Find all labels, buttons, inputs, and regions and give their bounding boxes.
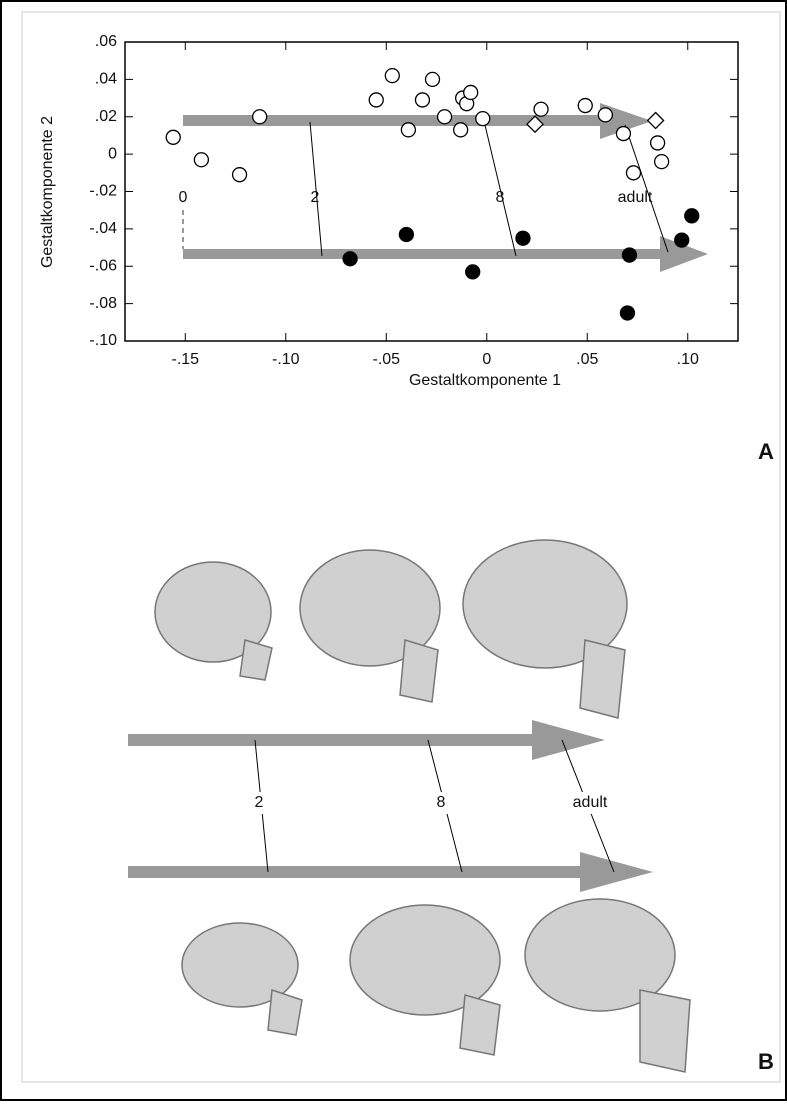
x-tick-label: .05 xyxy=(576,351,598,368)
point xyxy=(526,115,544,134)
label-bg xyxy=(558,792,618,814)
point xyxy=(368,92,384,108)
point xyxy=(475,110,491,127)
point xyxy=(452,122,469,138)
point xyxy=(619,305,636,321)
annotation: 0 xyxy=(179,189,188,206)
y-tick-label: -.06 xyxy=(89,257,117,274)
arrow-neanderthal xyxy=(128,852,653,892)
inner-border xyxy=(21,11,781,1083)
y-tick-label: .04 xyxy=(95,71,117,88)
point xyxy=(424,71,441,88)
annotation: 2 xyxy=(311,189,320,206)
point xyxy=(649,135,666,151)
y-tick-label: -.04 xyxy=(89,220,117,237)
point xyxy=(684,208,700,224)
label-bg xyxy=(240,792,268,814)
x-tick-label: -.15 xyxy=(172,351,200,368)
x-axis-label: Gestaltkomponente 1 xyxy=(409,372,561,389)
y-axis-label: Gestaltkomponente 2 xyxy=(39,116,56,268)
leader-line xyxy=(624,124,669,253)
point xyxy=(625,165,642,181)
point xyxy=(436,109,453,125)
point xyxy=(231,167,248,183)
stage-label: 2 xyxy=(255,794,264,811)
skulls-neanderthal xyxy=(181,898,691,1073)
point xyxy=(384,67,400,84)
point xyxy=(533,101,549,117)
arrow-modern xyxy=(128,720,605,760)
x-tick-label: -.05 xyxy=(372,351,400,368)
leader-line xyxy=(309,121,323,257)
y-tick-label: .02 xyxy=(95,108,117,125)
skulls-modern xyxy=(154,539,628,719)
y-tick-label: -.08 xyxy=(89,295,117,312)
y-tick-label: -.10 xyxy=(89,332,117,349)
x-tick-label: .10 xyxy=(677,351,699,368)
arrow-upper xyxy=(183,103,652,139)
arrow-lower xyxy=(183,236,708,272)
y-tick-label: -.02 xyxy=(89,183,117,200)
plot-frame xyxy=(124,41,739,342)
point xyxy=(398,226,415,243)
leader-line xyxy=(484,124,517,257)
point xyxy=(414,92,431,108)
y-tick-label: 0 xyxy=(108,145,117,162)
stage-label: adult xyxy=(573,794,608,811)
point xyxy=(674,232,690,248)
point xyxy=(193,152,210,168)
y-tick-label: .06 xyxy=(95,33,117,50)
x-tick-label: -.10 xyxy=(272,351,300,368)
label-bg xyxy=(425,792,453,814)
point xyxy=(653,153,670,170)
panel-label: A xyxy=(758,439,774,464)
point xyxy=(342,251,358,267)
plot: 0 2 8 adult xyxy=(124,41,739,342)
point xyxy=(400,122,417,138)
point xyxy=(621,247,638,263)
annotation: adult xyxy=(618,189,653,206)
point xyxy=(463,84,479,101)
point xyxy=(252,109,268,125)
x-tick-label: 0 xyxy=(482,351,491,368)
point xyxy=(615,125,632,142)
point xyxy=(577,97,593,114)
panel-label: B xyxy=(758,1049,774,1074)
point xyxy=(515,230,531,246)
point xyxy=(465,264,481,280)
stage-label: 8 xyxy=(437,794,446,811)
point xyxy=(597,107,614,123)
annotation: 8 xyxy=(496,189,505,206)
point xyxy=(165,129,181,145)
point xyxy=(646,111,665,130)
